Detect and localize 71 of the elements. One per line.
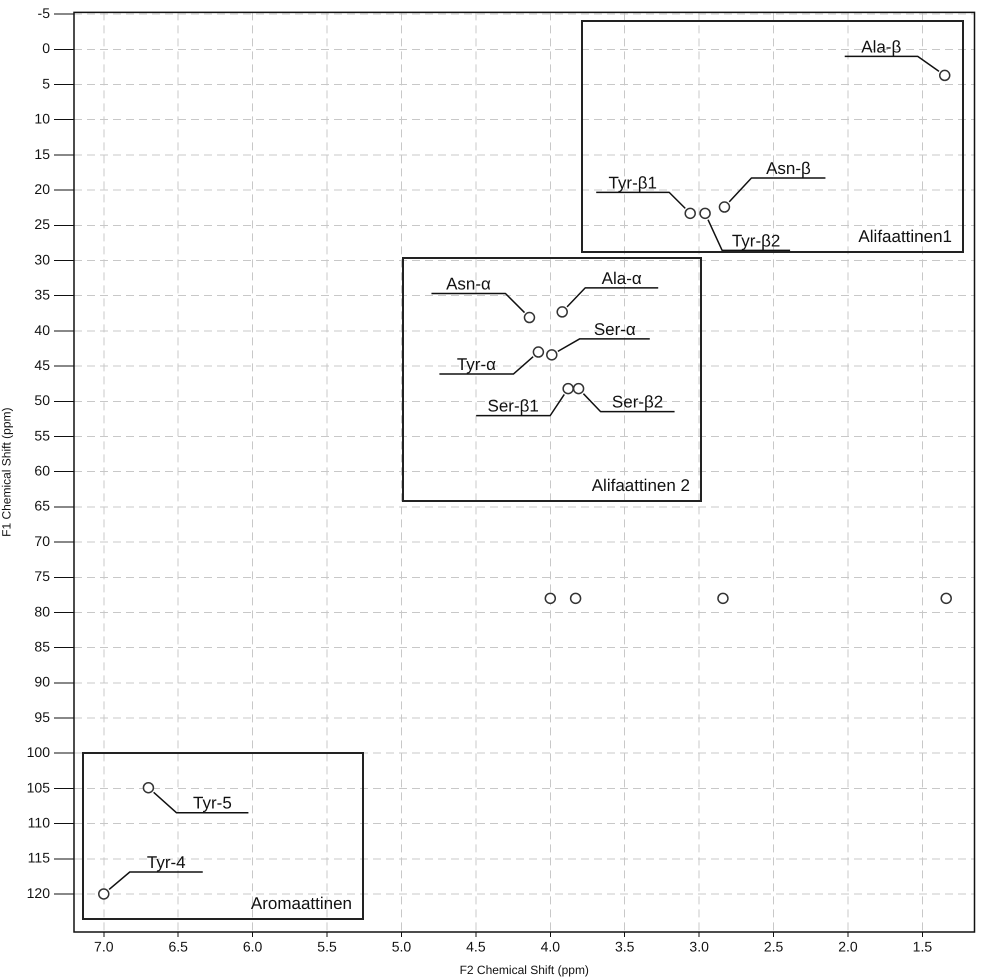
- x-tick-label: 3.5: [614, 938, 635, 954]
- point: [556, 306, 568, 318]
- annotation: Alifaattinen1: [858, 227, 952, 247]
- annotation: Tyr-5: [193, 794, 232, 813]
- point: [142, 782, 154, 794]
- point: [718, 201, 730, 213]
- x-tick-label: 5.5: [317, 938, 337, 954]
- x-tick-label: 4.0: [540, 938, 560, 954]
- annotation: Alifaattinen 2: [592, 476, 690, 496]
- y-tick-label: 0: [42, 40, 50, 56]
- point: [940, 592, 952, 604]
- y-tick-label: 100: [26, 744, 50, 760]
- point: [524, 312, 536, 324]
- y-tick-label: 20: [34, 180, 50, 197]
- point: [717, 592, 729, 604]
- point: [938, 70, 950, 82]
- y-tick-label: 45: [34, 356, 50, 373]
- annotation: Ser-α: [594, 320, 636, 339]
- point: [98, 888, 110, 900]
- x-tick-label: 3.0: [689, 938, 710, 954]
- point: [562, 382, 574, 394]
- point: [699, 208, 711, 220]
- x-axis-title: F2 Chemical Shift (ppm): [460, 963, 589, 978]
- y-tick-label: 15: [34, 146, 50, 162]
- y-tick-label: 90: [34, 674, 50, 690]
- y-tick-label: 115: [28, 850, 50, 866]
- y-tick-label: 40: [34, 322, 50, 338]
- y-tick-label: 60: [34, 462, 50, 479]
- y-axis-title: F1 Chemical Shift (ppm): [0, 408, 14, 537]
- y-tick-label: 5: [42, 75, 50, 92]
- x-tick-label: 1.5: [912, 938, 932, 954]
- point: [546, 349, 558, 361]
- y-tick-label: 25: [34, 216, 50, 232]
- y-tick-label: 80: [34, 603, 50, 620]
- x-tick-label: 2.0: [838, 938, 858, 954]
- y-tick-label: 50: [34, 392, 50, 408]
- annotation: Ser-β1: [487, 396, 539, 416]
- annotation: Ala-α: [602, 268, 642, 288]
- annotation: Tyr-α: [456, 355, 496, 374]
- y-tick-label: 110: [28, 814, 50, 830]
- y-tick-label: 75: [34, 568, 50, 584]
- x-tick-label: 2.5: [764, 938, 784, 954]
- annotation: Asn-β: [766, 159, 812, 178]
- point: [572, 382, 584, 394]
- y-tick-label: 65: [34, 498, 50, 514]
- y-tick-label: 10: [34, 110, 50, 127]
- annotation: Ala-β: [861, 37, 902, 56]
- x-tick-label: 5.0: [392, 938, 412, 954]
- annotation: Tyr-β2: [732, 231, 780, 250]
- x-tick-label: 7.0: [94, 938, 114, 954]
- x-tick-label: 4.5: [466, 938, 486, 954]
- point: [532, 346, 544, 358]
- annotation: Tyr-β1: [608, 173, 657, 192]
- y-tick-label: 120: [26, 884, 50, 901]
- x-tick-label: 6.5: [168, 938, 188, 954]
- y-tick-label: 70: [34, 532, 50, 549]
- annotation: Ser-β2: [612, 392, 664, 412]
- y-tick-label: 105: [26, 779, 50, 796]
- annotation: Aromaattinen: [250, 894, 352, 914]
- y-tick-label: 95: [34, 708, 50, 725]
- y-tick-label: -5: [38, 5, 50, 22]
- annotation: Tyr-4: [146, 852, 186, 872]
- y-tick-label: 30: [34, 251, 50, 268]
- y-tick-label: 85: [34, 638, 50, 654]
- point: [544, 592, 556, 604]
- annotation: Asn-α: [446, 274, 492, 294]
- point: [684, 208, 696, 220]
- y-tick-label: 35: [34, 286, 50, 303]
- x-tick-label: 6.0: [242, 938, 263, 954]
- point: [570, 592, 582, 604]
- y-tick-label: 55: [34, 427, 50, 444]
